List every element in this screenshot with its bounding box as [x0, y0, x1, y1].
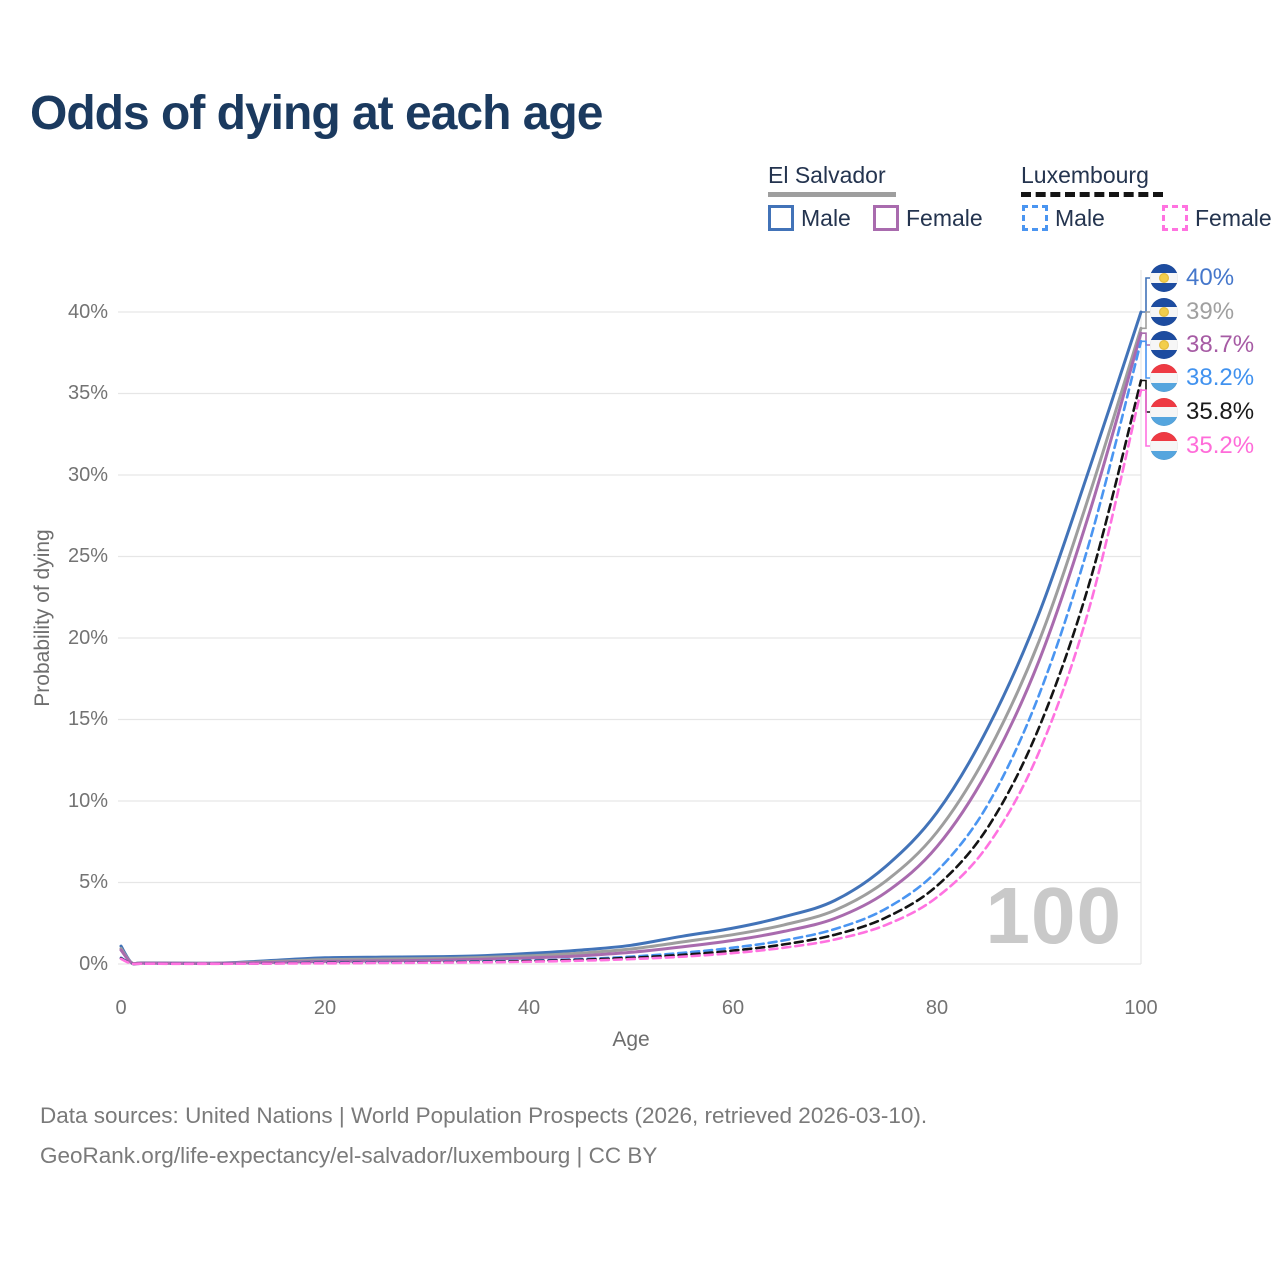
- luxembourg-flag-icon: [1150, 398, 1178, 426]
- legend-item-el-salvador-male[interactable]: Male: [768, 205, 851, 231]
- end-label-value: 35.8%: [1186, 398, 1255, 425]
- y-tick-35: 35%: [67, 382, 108, 404]
- end-label-luxembourg-female: 35.2%: [1150, 432, 1254, 460]
- x-tick-0: 0: [115, 997, 127, 1019]
- y-tick-15: 15%: [67, 708, 108, 730]
- series-line-el-salvador-female[interactable]: [119, 331, 1143, 966]
- end-label-connector: [1141, 340, 1150, 379]
- end-label-value: 38.2%: [1186, 364, 1255, 391]
- luxembourg-female-swatch-icon: [1162, 205, 1188, 231]
- y-tick-30: 30%: [67, 464, 108, 486]
- el-salvador-female-swatch-icon: [873, 205, 899, 231]
- end-label-value: 38.7%: [1186, 331, 1255, 358]
- end-label-value: 39%: [1186, 298, 1235, 325]
- hover-age-annotation: 100: [985, 871, 1122, 960]
- end-label-el-salvador-male: 40%: [1150, 264, 1234, 292]
- y-tick-20: 20%: [67, 627, 108, 649]
- legend-item-label: Male: [801, 205, 851, 231]
- el-salvador-flag-icon: [1150, 331, 1178, 359]
- x-tick-40: 40: [517, 997, 541, 1019]
- end-label-connector: [1141, 311, 1150, 330]
- y-axis-label: Probability of dying: [31, 529, 54, 707]
- luxembourg-flag-icon: [1150, 364, 1178, 392]
- x-tick-20: 20: [313, 997, 337, 1019]
- el-salvador-flag-icon: [1150, 264, 1178, 292]
- end-label-value: 40%: [1186, 264, 1235, 291]
- page-title: Odds of dying at each age: [30, 87, 603, 140]
- end-label-luxembourg-both: 35.8%: [1150, 398, 1254, 426]
- y-tick-25: 25%: [67, 545, 108, 567]
- legend-item-luxembourg-male[interactable]: Male: [1022, 205, 1105, 231]
- legend-item-label: Female: [906, 205, 983, 231]
- end-label-connector: [1141, 277, 1150, 313]
- end-label-connector: [1141, 389, 1150, 447]
- end-label-connector: [1141, 332, 1150, 346]
- el-salvador-male-swatch-icon: [768, 205, 794, 231]
- legend-line-sample-el-salvador: [768, 192, 896, 197]
- y-tick-0: 0%: [79, 953, 108, 975]
- end-label-el-salvador-female: 38.7%: [1150, 331, 1254, 359]
- legend-item-label: Male: [1055, 205, 1105, 231]
- y-tick-40: 40%: [67, 301, 108, 323]
- x-tick-60: 60: [721, 997, 745, 1019]
- end-label-el-salvador-both: 39%: [1150, 298, 1234, 326]
- legend-item-label: Female: [1195, 205, 1272, 231]
- el-salvador-flag-icon: [1150, 298, 1178, 326]
- series-line-el-salvador-both-sexes[interactable]: [119, 326, 1143, 966]
- legend-item-el-salvador-female[interactable]: Female: [873, 205, 983, 231]
- attribution-text: GeoRank.org/life-expectancy/el-salvador/…: [40, 1143, 658, 1168]
- y-tick-10: 10%: [67, 790, 108, 812]
- data-sources-text: Data sources: United Nations | World Pop…: [40, 1103, 928, 1128]
- end-label-value: 35.2%: [1186, 432, 1255, 459]
- luxembourg-male-swatch-icon: [1022, 205, 1048, 231]
- legend-line-sample-luxembourg: [1021, 192, 1163, 197]
- legend-group-el-salvador: El Salvador: [768, 162, 886, 188]
- luxembourg-flag-icon: [1150, 432, 1178, 460]
- x-tick-100: 100: [1124, 997, 1158, 1019]
- legend-item-luxembourg-female[interactable]: Female: [1162, 205, 1272, 231]
- y-tick-5: 5%: [79, 871, 108, 893]
- x-tick-80: 80: [925, 997, 949, 1019]
- legend-group-luxembourg: Luxembourg: [1021, 162, 1149, 188]
- end-label-luxembourg-male: 38.2%: [1150, 364, 1254, 392]
- x-axis-label: Age: [612, 1028, 650, 1051]
- series-line-luxembourg-female[interactable]: [119, 388, 1143, 966]
